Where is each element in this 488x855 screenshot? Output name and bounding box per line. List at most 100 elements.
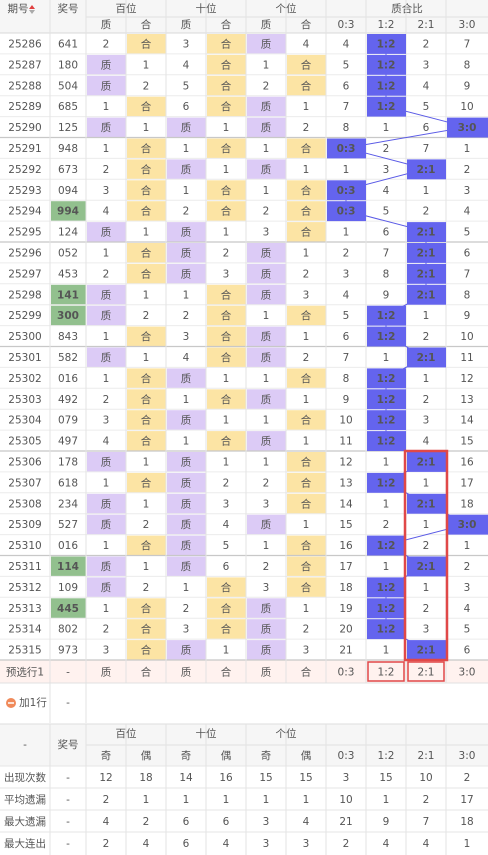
cell: 1	[464, 143, 471, 155]
cell: 合	[141, 539, 152, 552]
predict-cell: 合	[221, 666, 232, 679]
cell: 2:1	[417, 227, 436, 239]
cell: 2	[423, 38, 430, 50]
cell: 2	[423, 603, 430, 615]
composite-cell	[127, 201, 166, 222]
header-cell: 3:0	[459, 750, 476, 762]
cell: 3	[103, 185, 110, 197]
ratio-highlight	[367, 389, 406, 410]
cell: 合	[221, 142, 232, 155]
ratio-highlight	[407, 493, 446, 514]
cell: 25286	[8, 38, 42, 50]
predict-cell: 预选行1	[6, 666, 44, 679]
cell: 16	[460, 456, 474, 468]
cell: 合	[141, 184, 152, 197]
sort-icon[interactable]	[29, 10, 35, 14]
cell: 2	[303, 352, 310, 364]
header-cell: 3:0	[459, 19, 476, 31]
cell: 114	[57, 561, 79, 573]
cell: 合	[301, 372, 312, 385]
composite-cell	[207, 96, 246, 117]
cell: 质	[101, 59, 112, 71]
cell: 125	[58, 122, 78, 134]
cell: 3	[464, 582, 471, 594]
cell: 2	[103, 268, 110, 280]
ratio-highlight	[447, 117, 488, 138]
repeat-highlight	[51, 305, 86, 326]
ratio-highlight	[407, 222, 446, 242]
cell: 052	[58, 247, 78, 259]
prime-cell	[87, 305, 126, 326]
predict-cell: 质	[261, 667, 272, 679]
prime-cell	[247, 284, 286, 305]
cell: 2	[103, 624, 110, 636]
cell: 3	[263, 227, 270, 239]
repeat-highlight	[51, 284, 86, 305]
stat-value: 16	[219, 772, 233, 784]
cell: 3	[343, 268, 350, 280]
cell: 合	[221, 435, 232, 448]
cell: 合	[301, 309, 312, 322]
cell: 2	[103, 164, 110, 176]
stat-value: 21	[339, 816, 352, 828]
prime-cell	[167, 472, 206, 493]
cell: 25300	[8, 331, 41, 343]
add-row-button[interactable]: 加1行	[19, 696, 47, 709]
repeat-highlight	[51, 556, 86, 577]
cell: 1	[223, 415, 230, 427]
cell: 25294	[8, 206, 42, 218]
cell: 7	[343, 352, 350, 364]
cell: 合	[221, 184, 232, 197]
cell: 质	[181, 561, 192, 573]
predict-cell: 0:3	[338, 667, 355, 679]
cell: 1	[223, 122, 230, 134]
prime-cell	[87, 514, 126, 535]
cell: 0:3	[337, 143, 356, 155]
cell: 3	[303, 645, 310, 657]
cell: 141	[57, 289, 79, 301]
composite-cell	[127, 431, 166, 451]
cell: 4	[183, 59, 190, 71]
prime-cell	[247, 347, 286, 368]
cell: 1:2	[377, 310, 396, 322]
cell: 1	[103, 477, 110, 489]
cell: 合	[301, 539, 312, 552]
repeat-highlight	[51, 201, 86, 222]
cell: 合	[221, 330, 232, 343]
stat-label: 最大遗漏	[4, 815, 46, 828]
cell: 1	[383, 561, 390, 573]
header-cell: 期号	[8, 3, 29, 15]
cell: 4	[423, 80, 430, 92]
cell: 合	[221, 37, 232, 50]
stat-value: 2	[423, 794, 430, 806]
repeat-highlight	[51, 598, 86, 619]
cell: 质	[181, 519, 192, 531]
composite-cell	[207, 431, 246, 451]
stat-value: 3	[343, 772, 350, 784]
prime-cell	[87, 222, 126, 242]
sort-icon[interactable]	[29, 5, 35, 9]
cell: 14	[339, 498, 353, 510]
header-cell: 合	[141, 18, 152, 31]
cell: 质	[181, 415, 192, 427]
cell: 13	[460, 394, 473, 406]
composite-cell	[127, 138, 166, 159]
cell: 25311	[8, 561, 41, 573]
stat-value: 15	[379, 772, 392, 784]
cell: 1	[423, 519, 430, 531]
cell: 18	[460, 498, 473, 510]
cell: 1:2	[377, 394, 396, 406]
stat-value: 3	[303, 838, 310, 850]
prime-cell	[247, 243, 286, 263]
ratio-highlight	[327, 201, 366, 222]
composite-cell	[127, 535, 166, 556]
cell: 2	[423, 540, 430, 552]
cell: 质	[101, 519, 112, 531]
cell: 1	[103, 373, 110, 385]
cell: 9	[464, 80, 471, 92]
cell: 124	[58, 227, 78, 239]
cell: 1	[263, 143, 270, 155]
header-cell: 质	[101, 19, 112, 31]
cell: 8	[464, 289, 471, 301]
composite-cell	[207, 138, 246, 159]
